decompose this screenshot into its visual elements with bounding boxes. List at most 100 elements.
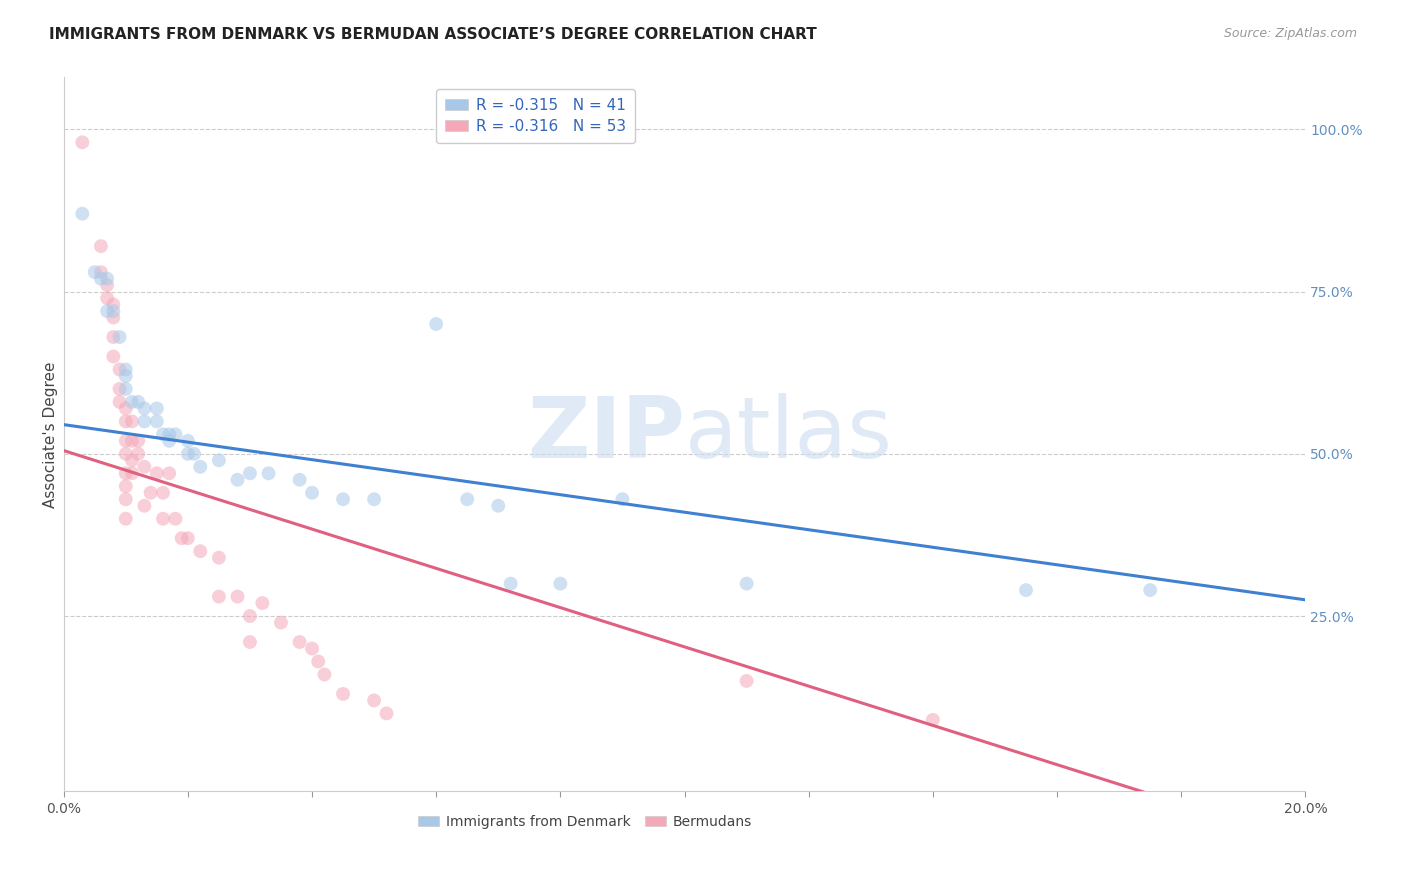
Point <box>332 687 354 701</box>
Point <box>121 434 143 448</box>
Point <box>307 655 329 669</box>
Point <box>103 297 125 311</box>
Point <box>499 576 522 591</box>
Point <box>96 304 118 318</box>
Point <box>103 310 125 325</box>
Point <box>165 512 187 526</box>
Point <box>183 447 205 461</box>
Point <box>252 596 274 610</box>
Point <box>114 447 136 461</box>
Point <box>108 362 131 376</box>
Point <box>226 590 249 604</box>
Point <box>127 395 149 409</box>
Point <box>121 414 143 428</box>
Point <box>90 271 112 285</box>
Point <box>288 473 311 487</box>
Point <box>157 434 180 448</box>
Point <box>456 492 478 507</box>
Point <box>134 499 156 513</box>
Point <box>114 401 136 416</box>
Point <box>134 459 156 474</box>
Point <box>612 492 634 507</box>
Point <box>921 713 943 727</box>
Point <box>121 453 143 467</box>
Point <box>208 590 231 604</box>
Point <box>146 414 169 428</box>
Point <box>96 291 118 305</box>
Point <box>96 278 118 293</box>
Point <box>486 499 509 513</box>
Point <box>146 401 169 416</box>
Point <box>83 265 105 279</box>
Point <box>425 317 447 331</box>
Point <box>165 427 187 442</box>
Point <box>139 485 162 500</box>
Point <box>177 447 200 461</box>
Point <box>114 512 136 526</box>
Point <box>108 382 131 396</box>
Point <box>226 473 249 487</box>
Point <box>108 330 131 344</box>
Point <box>72 207 94 221</box>
Point <box>239 609 262 624</box>
Point <box>103 350 125 364</box>
Point <box>208 453 231 467</box>
Point <box>239 635 262 649</box>
Point <box>114 382 136 396</box>
Point <box>114 362 136 376</box>
Point <box>1015 583 1038 598</box>
Point <box>114 479 136 493</box>
Point <box>121 395 143 409</box>
Point <box>134 414 156 428</box>
Point <box>363 492 385 507</box>
Point <box>157 467 180 481</box>
Point <box>114 434 136 448</box>
Point <box>108 395 131 409</box>
Point <box>103 304 125 318</box>
Text: ZIP: ZIP <box>527 392 685 475</box>
Point <box>177 531 200 545</box>
Point <box>127 434 149 448</box>
Point <box>301 485 323 500</box>
Point <box>152 427 174 442</box>
Point <box>152 485 174 500</box>
Point <box>152 512 174 526</box>
Point <box>170 531 193 545</box>
Point <box>375 706 398 721</box>
Point <box>208 550 231 565</box>
Legend: Immigrants from Denmark, Bermudans: Immigrants from Denmark, Bermudans <box>413 809 758 834</box>
Y-axis label: Associate's Degree: Associate's Degree <box>44 361 58 508</box>
Point <box>90 239 112 253</box>
Point <box>270 615 292 630</box>
Point <box>1139 583 1161 598</box>
Point <box>177 434 200 448</box>
Point <box>127 447 149 461</box>
Point <box>188 544 211 558</box>
Point <box>72 136 94 150</box>
Point <box>114 467 136 481</box>
Point <box>257 467 280 481</box>
Point <box>314 667 336 681</box>
Point <box>735 576 758 591</box>
Point <box>363 693 385 707</box>
Point <box>114 368 136 383</box>
Point <box>114 492 136 507</box>
Point <box>157 427 180 442</box>
Point <box>188 459 211 474</box>
Point <box>550 576 572 591</box>
Point <box>121 467 143 481</box>
Point <box>103 330 125 344</box>
Point <box>114 414 136 428</box>
Point <box>90 265 112 279</box>
Point <box>332 492 354 507</box>
Text: Source: ZipAtlas.com: Source: ZipAtlas.com <box>1223 27 1357 40</box>
Point <box>239 467 262 481</box>
Text: IMMIGRANTS FROM DENMARK VS BERMUDAN ASSOCIATE’S DEGREE CORRELATION CHART: IMMIGRANTS FROM DENMARK VS BERMUDAN ASSO… <box>49 27 817 42</box>
Point <box>288 635 311 649</box>
Point <box>96 271 118 285</box>
Point <box>146 467 169 481</box>
Point <box>134 401 156 416</box>
Point <box>735 673 758 688</box>
Point <box>301 641 323 656</box>
Text: atlas: atlas <box>685 392 893 475</box>
